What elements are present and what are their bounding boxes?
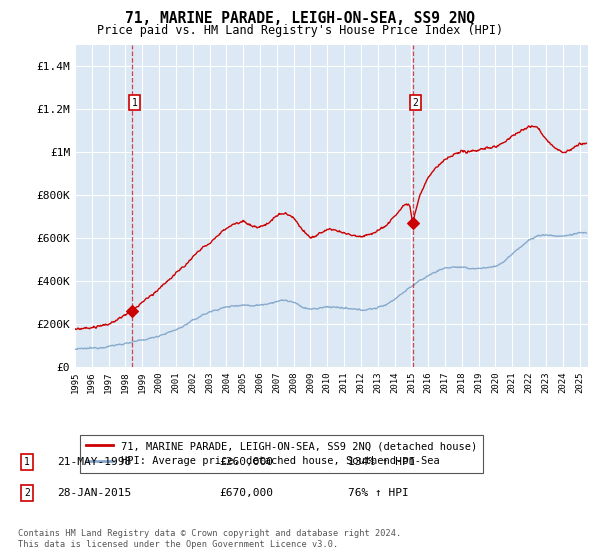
Text: 2: 2 <box>412 98 418 108</box>
Text: Contains HM Land Registry data © Crown copyright and database right 2024.
This d: Contains HM Land Registry data © Crown c… <box>18 529 401 549</box>
Text: 1: 1 <box>24 457 30 467</box>
Text: £670,000: £670,000 <box>219 488 273 498</box>
Text: 76% ↑ HPI: 76% ↑ HPI <box>348 488 409 498</box>
Text: 134% ↑ HPI: 134% ↑ HPI <box>348 457 415 467</box>
Text: Price paid vs. HM Land Registry's House Price Index (HPI): Price paid vs. HM Land Registry's House … <box>97 24 503 36</box>
Legend: 71, MARINE PARADE, LEIGH-ON-SEA, SS9 2NQ (detached house), HPI: Average price, d: 71, MARINE PARADE, LEIGH-ON-SEA, SS9 2NQ… <box>80 435 484 473</box>
Text: 1: 1 <box>131 98 137 108</box>
Point <box>127 306 137 315</box>
Point <box>408 218 418 227</box>
Text: £260,000: £260,000 <box>219 457 273 467</box>
Text: 2: 2 <box>24 488 30 498</box>
Text: 28-JAN-2015: 28-JAN-2015 <box>57 488 131 498</box>
Text: 71, MARINE PARADE, LEIGH-ON-SEA, SS9 2NQ: 71, MARINE PARADE, LEIGH-ON-SEA, SS9 2NQ <box>125 11 475 26</box>
Text: 21-MAY-1998: 21-MAY-1998 <box>57 457 131 467</box>
